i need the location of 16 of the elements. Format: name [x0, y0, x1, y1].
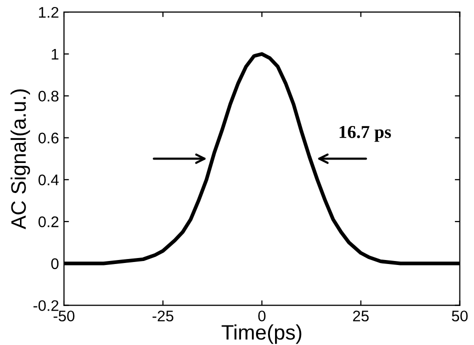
annotation: 16.7 ps: [340, 126, 391, 142]
y-tick-label: 1.2: [39, 6, 58, 18]
x-tick-label: 50: [452, 310, 468, 322]
y-axis-title: AC Signal(a.u.): [10, 89, 30, 230]
x-tick-label: 0: [258, 310, 266, 322]
y-tick-label: 0: [51, 258, 59, 270]
y-tick-label: 1: [52, 48, 58, 60]
x-tick-label: 25: [353, 310, 369, 322]
y-tick-label: 0.6: [38, 132, 58, 144]
x-axis-title: Time(ps): [222, 324, 302, 344]
x-tick-label: -25: [152, 310, 174, 322]
x-tick-label: -50: [54, 310, 74, 322]
y-tick-label: 0.4: [38, 174, 59, 186]
y-tick-label: 0.8: [38, 90, 58, 102]
y-tick-label: 0.2: [38, 216, 58, 228]
y-tick-label: -0.2: [33, 300, 58, 312]
